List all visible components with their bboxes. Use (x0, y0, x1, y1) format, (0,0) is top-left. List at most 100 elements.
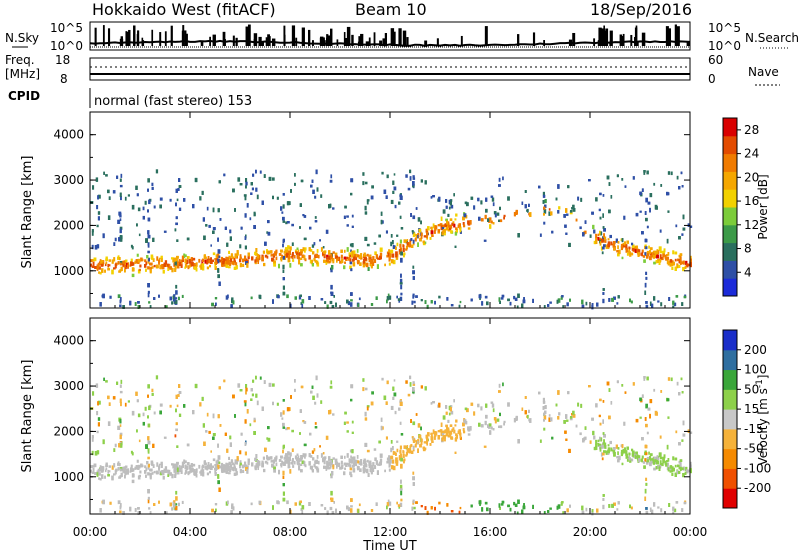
power-point (549, 301, 552, 304)
velocity-point (174, 474, 177, 478)
power-point (383, 189, 387, 194)
velocity-point (656, 455, 659, 460)
velocity-point (666, 460, 669, 463)
power-point (364, 211, 368, 215)
velocity-point (288, 465, 291, 469)
nsky-bar (102, 25, 105, 46)
power-point (350, 268, 353, 272)
power-point (322, 246, 325, 249)
nsky-bar (151, 29, 154, 46)
velocity-point (201, 469, 205, 474)
velocity-point (119, 419, 122, 424)
power-point (207, 256, 210, 261)
velocity-point (463, 430, 466, 434)
velocity-point (402, 453, 405, 459)
power-point (355, 257, 358, 261)
velocity-point (408, 451, 412, 454)
velocity-point (244, 419, 247, 424)
velocity-point (445, 424, 448, 428)
velocity-point (183, 404, 186, 408)
power-point (607, 243, 610, 248)
power-point (162, 270, 165, 274)
power-point (631, 252, 634, 256)
power-point (649, 250, 652, 254)
velocity-point (92, 391, 95, 396)
power-point (263, 174, 266, 178)
power-point (127, 194, 130, 197)
power-point (352, 262, 356, 267)
noise-tick-top-left: 10^5 (50, 21, 83, 35)
power-point (282, 256, 285, 260)
power-point (370, 195, 374, 200)
power-point (399, 215, 402, 219)
power-point (673, 302, 677, 307)
velocity-point (648, 451, 650, 455)
velocity-point (343, 471, 346, 476)
power-point (646, 170, 649, 175)
power-point (291, 223, 294, 227)
power-point (426, 304, 429, 309)
power-point (175, 216, 178, 220)
power-point (521, 201, 524, 205)
power-point (350, 302, 353, 307)
velocity-point (645, 403, 648, 409)
nsky-bar (424, 40, 428, 46)
velocity-point (127, 400, 130, 403)
velocity-point (289, 452, 292, 457)
velocity-point (426, 437, 429, 442)
velocity-point (303, 443, 307, 447)
power-point (326, 256, 329, 262)
velocity-point (176, 445, 179, 448)
velocity-point (455, 419, 458, 423)
velocity-point (330, 459, 333, 464)
power-point (385, 230, 388, 234)
power-point (335, 302, 337, 307)
power-point (683, 295, 687, 299)
power-point (99, 272, 102, 275)
velocity-point (194, 383, 198, 389)
power-point (390, 199, 394, 204)
power-point (277, 295, 280, 299)
velocity-point (411, 450, 414, 454)
velocity-point (225, 470, 228, 474)
power-point (434, 300, 436, 305)
velocity-point (607, 444, 610, 447)
power-point (486, 301, 489, 306)
power-point (420, 232, 423, 237)
velocity-point (394, 451, 396, 455)
velocity-point (215, 464, 218, 468)
velocity-point (291, 459, 294, 464)
power-point (363, 257, 366, 261)
velocity-point (392, 446, 394, 451)
velocity-point (640, 458, 642, 462)
velocity-point (204, 465, 208, 470)
power-point (257, 258, 260, 262)
power-point (447, 213, 450, 217)
velocity-point (153, 503, 156, 506)
velocity-point (96, 472, 99, 477)
power-point (357, 303, 360, 307)
power-point (424, 180, 427, 185)
velocity-point (473, 411, 476, 416)
power-point (130, 261, 133, 266)
power-point (344, 249, 346, 253)
power-point (366, 243, 370, 247)
velocity-point (513, 501, 516, 506)
power-point (380, 219, 383, 225)
power-point (366, 199, 370, 202)
power-point (637, 249, 641, 253)
velocity-point (151, 392, 154, 396)
velocity-point (447, 419, 450, 423)
velocity-point (363, 458, 366, 463)
power-point (257, 254, 259, 259)
velocity-point (666, 444, 669, 450)
power-point (91, 229, 94, 233)
velocity-point (97, 401, 99, 406)
velocity-point (292, 465, 295, 468)
velocity-point (670, 377, 673, 382)
velocity-point (372, 462, 375, 467)
power-point (96, 244, 100, 249)
power-point (499, 206, 501, 211)
velocity-point (485, 414, 488, 419)
velocity-point (503, 420, 506, 424)
